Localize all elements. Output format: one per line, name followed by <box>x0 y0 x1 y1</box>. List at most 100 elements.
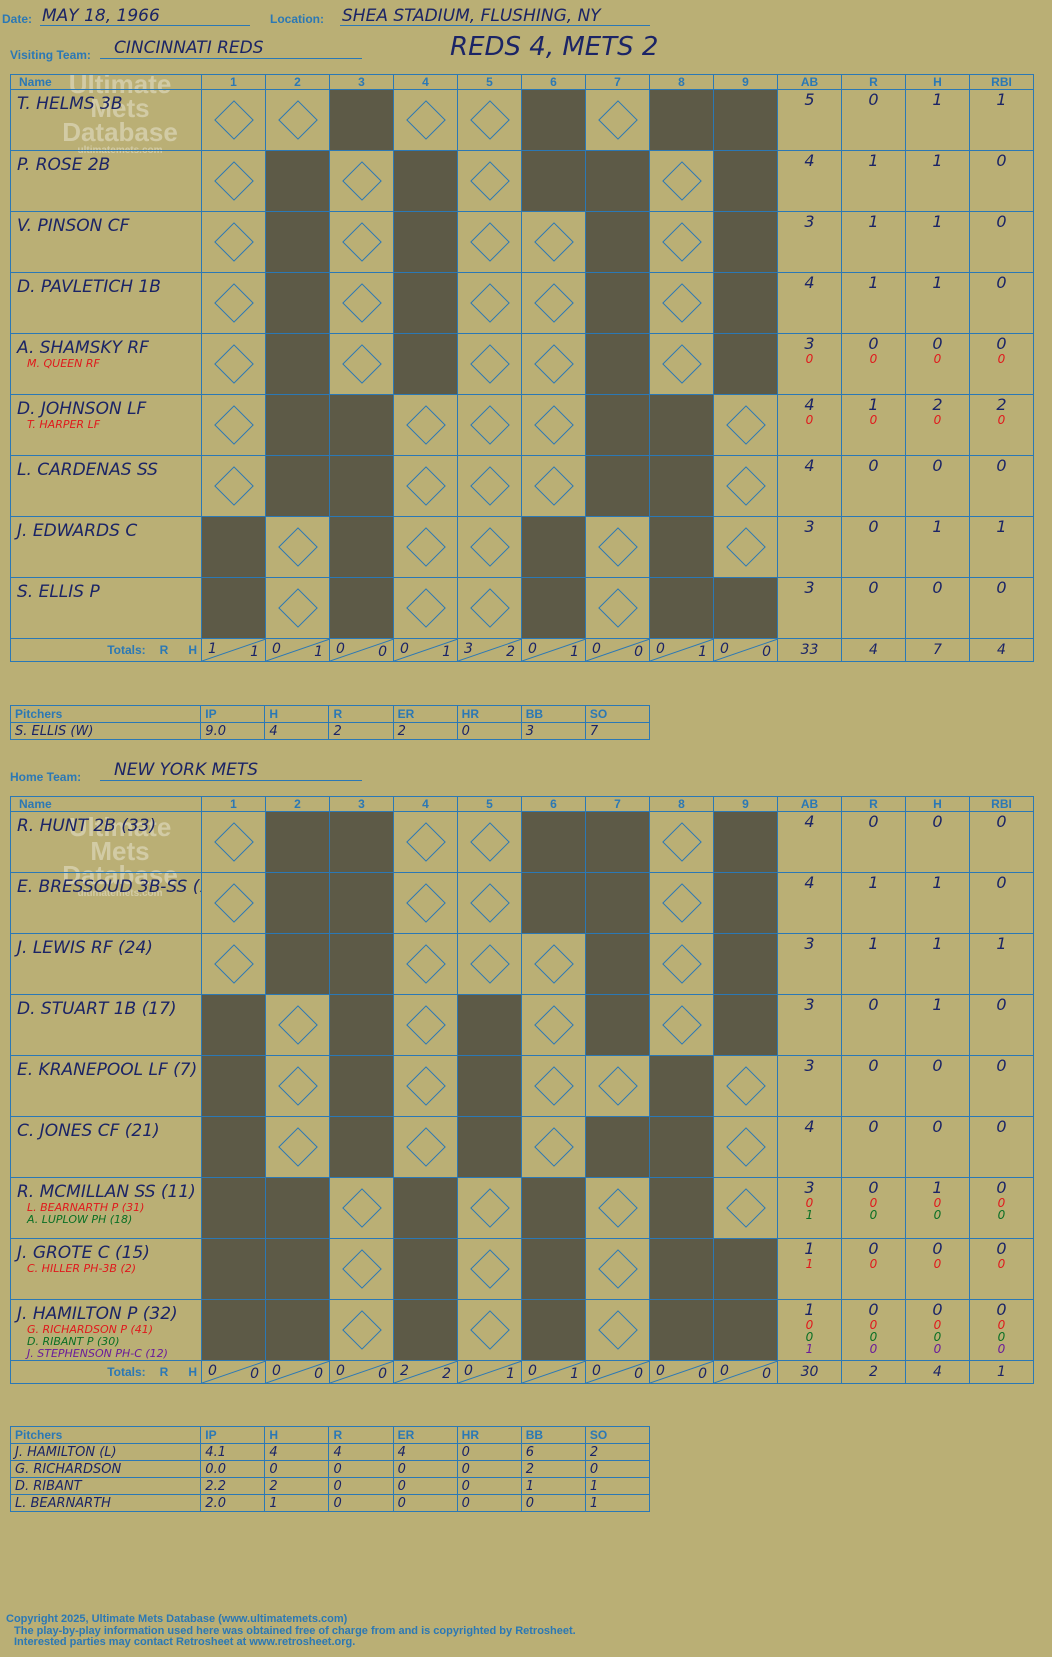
base-diamond <box>341 283 382 323</box>
base-diamond <box>277 1066 318 1106</box>
pitcher-stat: 1 <box>584 1494 651 1512</box>
player-row: V. PINSON CF 3 1 1 0 <box>10 211 1034 273</box>
date-label: Date: <box>2 12 33 26</box>
pitcher-row: G. RICHARDSON 0.0 0 0 0 0 2 0 <box>9 1460 651 1478</box>
inning-cell <box>329 333 394 395</box>
base-diamond <box>341 1249 382 1289</box>
pitching-col-so: SO <box>584 1426 651 1444</box>
pitcher-name: S. ELLIS (W) <box>9 722 202 740</box>
sub-stat-value: 0 <box>997 1330 1006 1344</box>
inning-cell <box>713 872 778 934</box>
player-name: D. JOHNSON LF <box>17 399 147 419</box>
base-diamond <box>597 1066 638 1106</box>
inning-cell <box>265 272 330 334</box>
inning-cell <box>713 1238 778 1300</box>
total-divider <box>714 1361 777 1383</box>
base-diamond <box>213 222 254 262</box>
stat-value: 1 <box>804 1300 815 1320</box>
base-diamond <box>405 1127 446 1167</box>
substitute-name: T. HARPER LF <box>27 418 101 431</box>
stat-value: 0 <box>996 1239 1007 1259</box>
sub-stat-value: 0 <box>933 1330 942 1344</box>
inning-cell <box>521 811 586 873</box>
inning-cell <box>585 811 650 873</box>
game-location: SHEA STADIUM, FLUSHING, NY <box>342 6 601 26</box>
date-underline <box>40 25 250 26</box>
inning-cell <box>457 994 522 1056</box>
inning-cell <box>713 577 778 639</box>
base-diamond <box>469 405 510 445</box>
inning-cell <box>265 516 330 578</box>
pitcher-stat: 4 <box>264 1443 330 1461</box>
inning-cell <box>329 89 394 151</box>
sub-stat-value: 0 <box>997 1257 1006 1271</box>
stat-cell: 0 <box>969 577 1034 639</box>
totals-label: Totals: <box>107 1365 146 1379</box>
inning-cell <box>201 455 266 517</box>
inning-cell <box>265 933 330 995</box>
inning-cell <box>393 150 458 212</box>
game-total-cell: 33 <box>777 638 842 662</box>
base-diamond <box>661 883 702 923</box>
total-divider <box>458 639 521 661</box>
base-diamond <box>469 466 510 506</box>
base-diamond <box>661 344 702 384</box>
inning-hits: 1 <box>442 644 451 660</box>
inning-runs: 0 <box>336 1363 345 1379</box>
pitcher-stat: 0 <box>264 1460 330 1478</box>
visitors-pitching-table: Pitchers IP H R ER HR BB SO S. ELLIS (W) 9.0 4 2 2 0 3… <box>9 705 651 740</box>
inning-header-7: 7 <box>585 74 650 90</box>
inning-hits: 0 <box>250 1366 259 1382</box>
totals-r-key: R <box>159 643 169 657</box>
inning-cell <box>201 1116 266 1178</box>
stat-cell: 0 <box>905 1055 970 1117</box>
player-name: A. SHAMSKY RF <box>17 338 149 358</box>
inning-cell <box>201 150 266 212</box>
inning-runs: 0 <box>720 1363 729 1379</box>
inning-runs: 0 <box>464 1363 473 1379</box>
stat-cell: 0 <box>905 1116 970 1178</box>
inning-cell <box>201 1177 266 1239</box>
pitcher-stat: 1 <box>520 1477 586 1495</box>
inning-cell <box>521 272 586 334</box>
stat-cell: 0 <box>841 577 906 639</box>
totals-label: Totals: <box>107 643 146 657</box>
inning-cell <box>457 1116 522 1178</box>
stat-value: 4 <box>804 395 815 415</box>
inning-cell <box>649 1177 714 1239</box>
stat-value: 0 <box>868 1300 879 1320</box>
inning-cell <box>393 89 458 151</box>
base-diamond <box>405 527 446 567</box>
game-total-cell: 7 <box>905 638 970 662</box>
inning-cell <box>521 211 586 273</box>
inning-cell <box>521 577 586 639</box>
inning-cell <box>201 89 266 151</box>
stat-cell: 0 <box>969 811 1034 873</box>
stat-value: 2 <box>996 395 1007 415</box>
inning-header-6: 6 <box>521 796 586 812</box>
stat-value: 1 <box>932 995 943 1015</box>
stat-cell: 1 <box>905 872 970 934</box>
stat-cell: 3 <box>777 1055 842 1117</box>
player-row: C. JONES CF (21) 4 0 0 0 <box>10 1116 1034 1178</box>
stat-cell: 4 <box>777 872 842 934</box>
base-diamond <box>277 100 318 140</box>
player-row: R. MCMILLAN SS (11) L. BEARNARTH P (31) A.… <box>10 1177 1034 1239</box>
inning-header-5: 5 <box>457 796 522 812</box>
player-row: D. STUART 1B (17) 3 0 1 0 <box>10 994 1034 1056</box>
location-label: Location: <box>270 12 324 26</box>
inning-cell <box>265 333 330 395</box>
inning-cell <box>521 150 586 212</box>
inning-cell <box>457 811 522 873</box>
base-diamond <box>725 466 766 506</box>
pitcher-stat: 0 <box>392 1477 458 1495</box>
inning-header-2: 2 <box>265 796 330 812</box>
sub-stat-value: 0 <box>869 1196 878 1210</box>
inning-cell <box>329 1116 394 1178</box>
stat-value: 0 <box>932 812 943 832</box>
